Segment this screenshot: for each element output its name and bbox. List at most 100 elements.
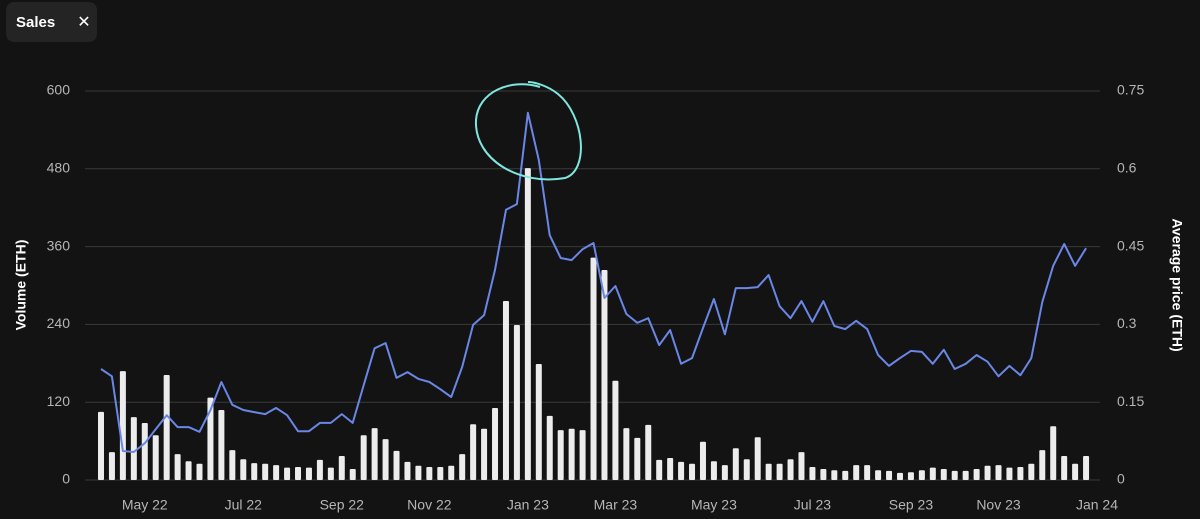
- annotation-circle: [474, 81, 582, 181]
- bar: [765, 463, 772, 480]
- y-tick-label: 360: [47, 237, 71, 253]
- bar: [108, 452, 115, 480]
- bar: [1050, 426, 1057, 480]
- bar: [524, 168, 531, 480]
- bar: [404, 461, 411, 480]
- y2-tick-label: 0.6: [1117, 160, 1137, 176]
- bar: [634, 437, 641, 480]
- close-button[interactable]: ✕: [77, 14, 91, 31]
- bar: [776, 463, 783, 480]
- bar: [842, 470, 849, 480]
- bar: [338, 456, 345, 480]
- y2-tick-label: 0.45: [1117, 237, 1144, 253]
- bar: [1039, 450, 1046, 480]
- bar: [371, 428, 378, 480]
- bar: [393, 450, 400, 480]
- bar: [886, 470, 893, 480]
- bar: [579, 430, 586, 480]
- bar: [382, 439, 389, 480]
- bar: [229, 450, 236, 480]
- bar: [130, 417, 137, 480]
- bar: [853, 465, 860, 480]
- y-tick-label: 120: [47, 393, 71, 409]
- bar: [721, 465, 728, 480]
- bar: [962, 470, 969, 480]
- bar: [218, 409, 225, 480]
- bar: [896, 472, 903, 480]
- bar: [207, 397, 214, 480]
- x-tick-label: May 22: [122, 497, 168, 513]
- bar: [513, 325, 520, 480]
- bar: [557, 430, 564, 480]
- bar: [798, 452, 805, 480]
- bar: [349, 468, 356, 480]
- bar: [645, 424, 652, 480]
- bar: [984, 465, 991, 480]
- marks: [98, 111, 1090, 480]
- y2-tick-label: 0.15: [1117, 393, 1144, 409]
- x-tick-label: Nov 23: [976, 497, 1021, 513]
- bar: [907, 472, 914, 480]
- bar: [535, 363, 542, 480]
- price-line: [100, 111, 1087, 453]
- bar: [612, 380, 619, 480]
- x-tick-label: Sep 22: [320, 497, 365, 513]
- bar: [284, 467, 291, 480]
- bar: [1072, 463, 1079, 480]
- bar: [1061, 456, 1068, 480]
- x-tick-label: May 23: [691, 497, 737, 513]
- bar: [426, 467, 433, 480]
- tab-title: Sales: [16, 13, 56, 31]
- x-tick-label: Sep 23: [889, 497, 934, 513]
- bar: [1028, 463, 1035, 480]
- y2-tick-label: 0.75: [1117, 82, 1144, 98]
- bar: [273, 465, 280, 480]
- bar: [1006, 467, 1013, 480]
- x-tick-label: Jan 23: [507, 497, 549, 513]
- bar: [623, 428, 630, 480]
- bar: [470, 424, 477, 480]
- bar: [787, 459, 794, 480]
- bar: [305, 467, 312, 480]
- bar: [995, 465, 1002, 480]
- bar: [163, 374, 170, 480]
- bar: [864, 465, 871, 480]
- bar: [141, 422, 148, 480]
- bar: [820, 468, 827, 480]
- tab: Sales ✕: [6, 2, 97, 42]
- bar: [973, 468, 980, 480]
- bar: [831, 470, 838, 480]
- bar: [240, 459, 247, 480]
- bar: [875, 470, 882, 480]
- bar: [809, 467, 816, 480]
- y-axis-title: Volume (ETH): [13, 240, 29, 331]
- x-tick-label: Jul 22: [225, 497, 263, 513]
- bar: [98, 411, 104, 480]
- x-tick-label: Jan 24: [1076, 497, 1118, 513]
- bar: [743, 459, 750, 480]
- bar: [327, 467, 334, 480]
- bar: [174, 454, 181, 480]
- bar: [251, 463, 258, 480]
- y2-axis-title: Average price (ETH): [1169, 218, 1185, 351]
- bar: [262, 463, 269, 480]
- bar: [119, 371, 126, 480]
- bar: [1083, 456, 1090, 480]
- bar: [546, 415, 553, 480]
- y2-tick-label: 0: [1117, 471, 1125, 487]
- bar: [502, 301, 509, 480]
- bar: [295, 467, 302, 480]
- bar: [699, 441, 706, 480]
- bar: [152, 435, 159, 480]
- bar: [678, 461, 685, 480]
- y-tick-label: 240: [47, 315, 71, 331]
- bar: [918, 470, 925, 480]
- bar: [754, 437, 761, 480]
- y-tick-label: 0: [62, 471, 70, 487]
- bar: [601, 269, 608, 480]
- bar: [590, 257, 597, 480]
- bar: [940, 468, 947, 480]
- bar: [568, 428, 575, 480]
